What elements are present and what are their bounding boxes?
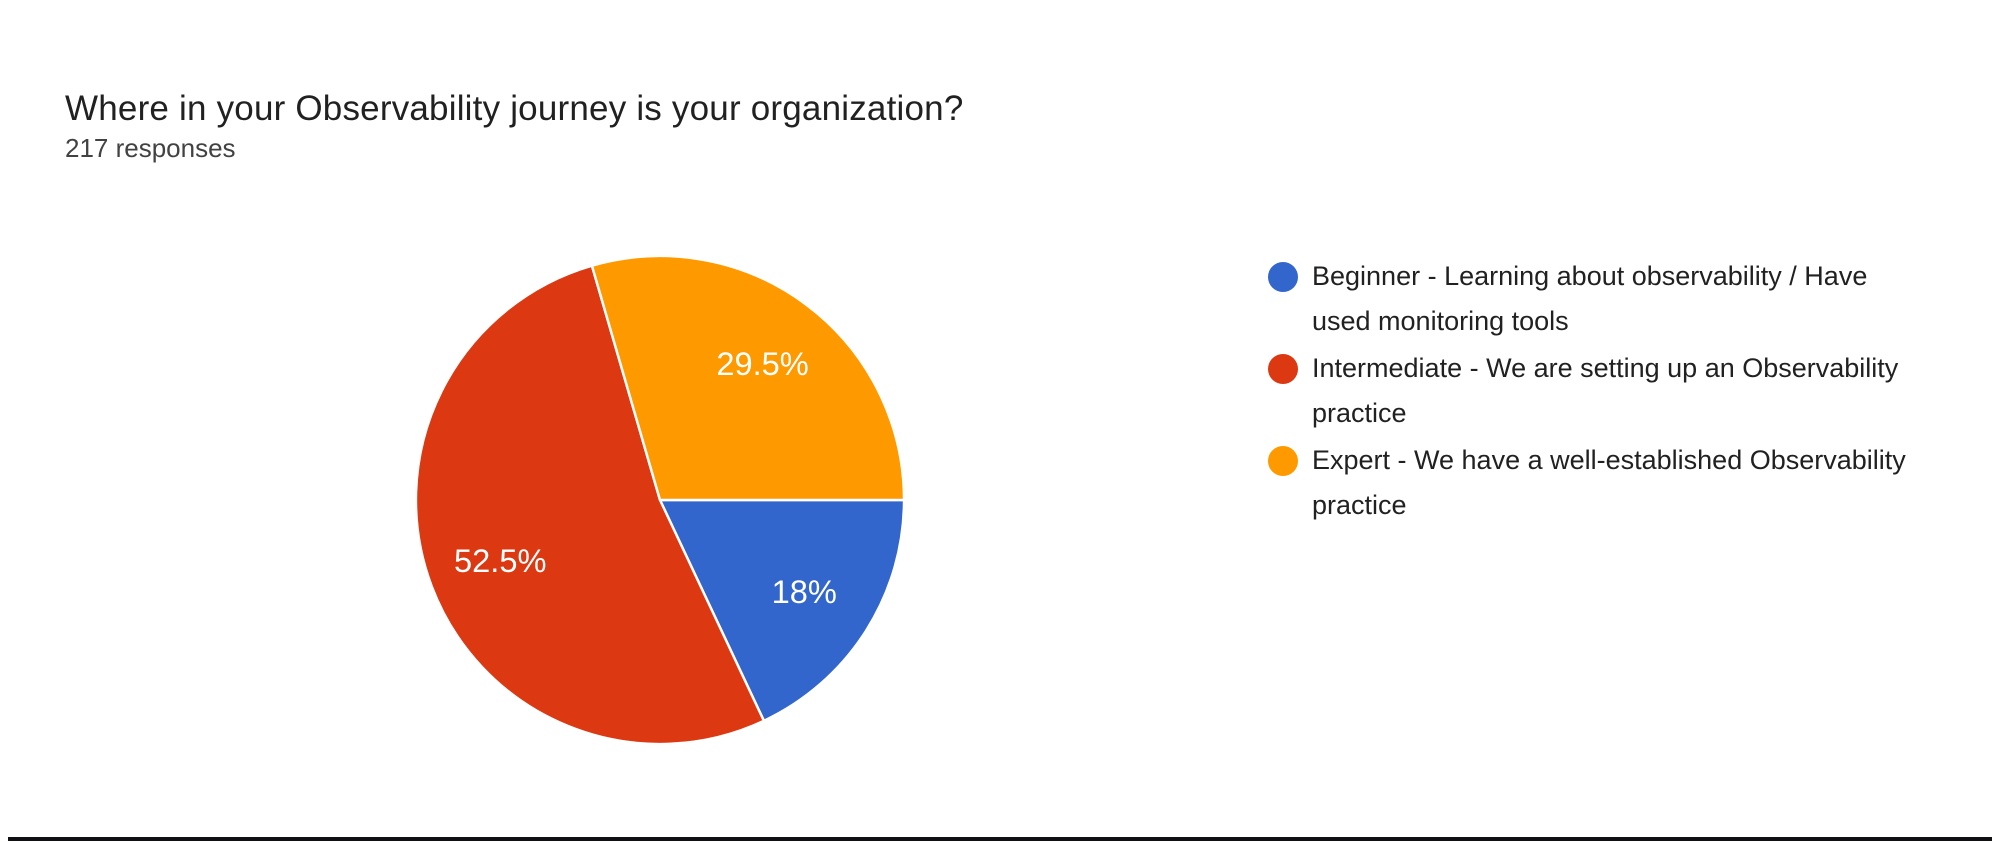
legend-label: Beginner - Learning about observability …: [1312, 261, 1868, 336]
response-count: 217 responses: [65, 133, 236, 163]
pie-slice-label: 18%: [772, 573, 837, 610]
bottom-border: [8, 837, 1992, 841]
pie-chart: 18% 52.5% 29.5%: [413, 253, 907, 747]
pie-chart-svg: 18% 52.5% 29.5%: [414, 254, 906, 746]
pie-slice-label: 52.5%: [454, 542, 546, 579]
pie-slice[interactable]: [590, 254, 906, 502]
pie-slice-label: 29.5%: [716, 345, 808, 382]
legend-label: Intermediate - We are setting up an Obse…: [1312, 353, 1899, 428]
legend: Beginner - Learning about observability …: [1268, 254, 1928, 530]
legend-color-dot: [1268, 262, 1298, 292]
pie-slice[interactable]: [414, 264, 766, 746]
legend-item: Beginner - Learning about observability …: [1268, 254, 1928, 344]
legend-item: Expert - We have a well-established Obse…: [1268, 438, 1928, 528]
question-title: Where in your Observability journey is y…: [65, 89, 964, 129]
legend-item: Intermediate - We are setting up an Obse…: [1268, 346, 1928, 436]
pie-slice[interactable]: [658, 498, 906, 723]
legend-color-dot: [1268, 446, 1298, 476]
legend-color-dot: [1268, 354, 1298, 384]
legend-label: Expert - We have a well-established Obse…: [1312, 445, 1906, 520]
